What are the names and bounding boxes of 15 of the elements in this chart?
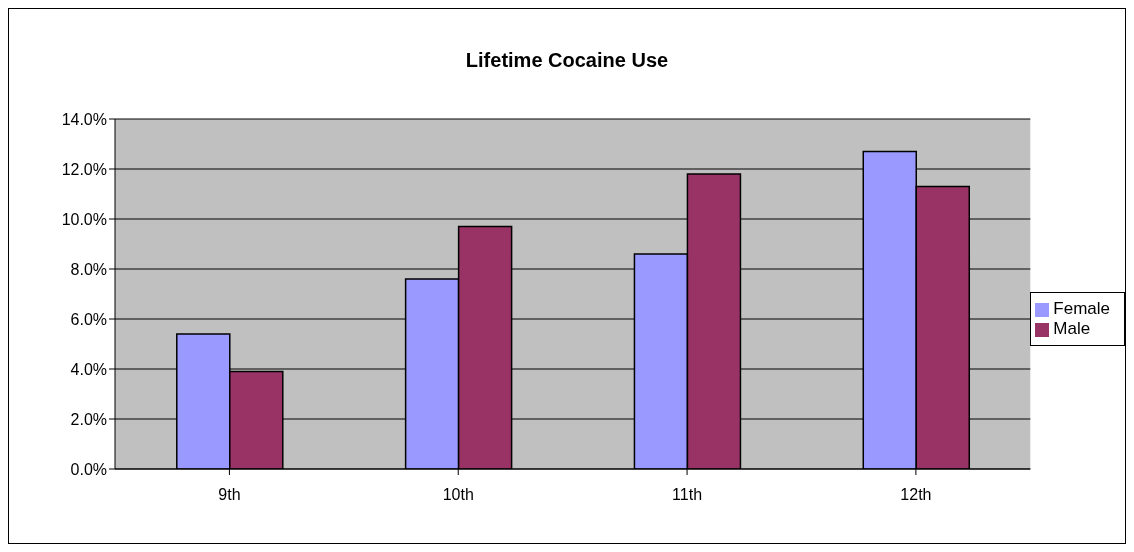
- y-tick-label: 10.0%: [61, 210, 107, 228]
- legend-label: Female: [1053, 299, 1110, 318]
- y-tick-label: 2.0%: [70, 410, 107, 428]
- y-tick-label: 12.0%: [61, 160, 107, 178]
- y-tick-label: 6.0%: [70, 310, 107, 328]
- y-tick-label: 14.0%: [61, 110, 107, 128]
- x-tick-label: 10th: [442, 486, 474, 504]
- x-tick-label: 9th: [218, 486, 241, 504]
- x-tick-label: 12th: [900, 486, 932, 504]
- x-tick-label: 11th: [672, 486, 703, 504]
- chart-title: Lifetime Cocaine Use: [464, 49, 670, 72]
- legend-label: Male: [1053, 319, 1091, 338]
- y-tick-label: 0.0%: [70, 460, 107, 478]
- y-tick-label: 8.0%: [70, 260, 107, 278]
- y-tick-label: 4.0%: [70, 360, 107, 378]
